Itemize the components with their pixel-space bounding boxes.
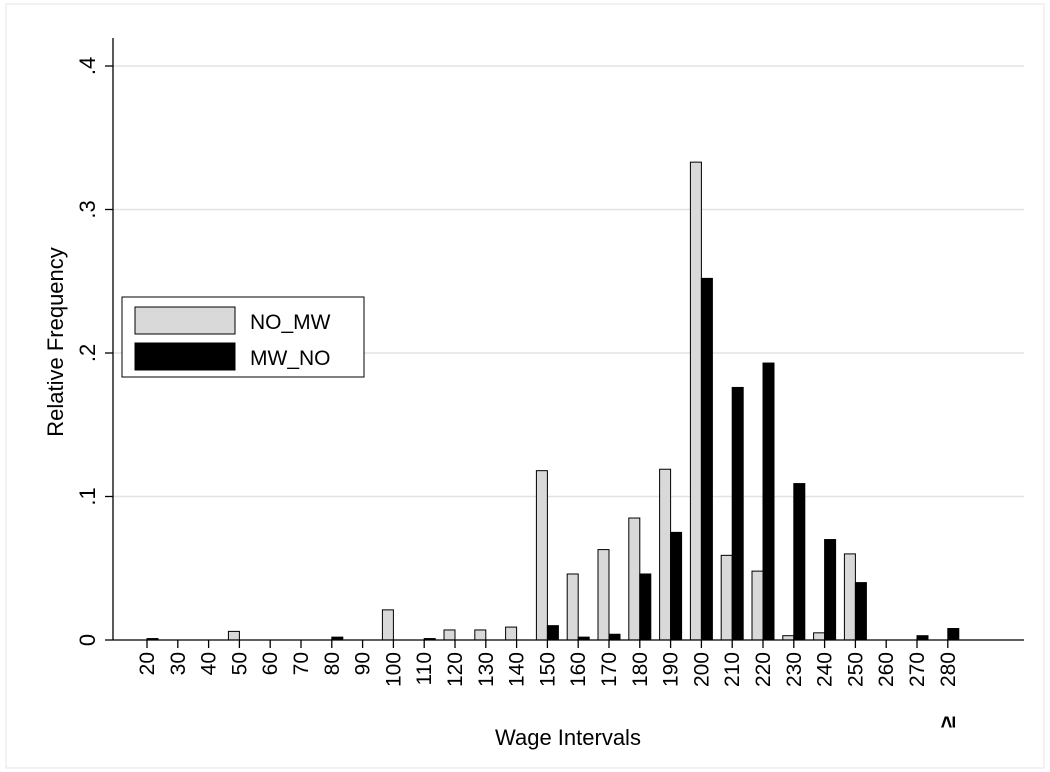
bar-no-mw: [659, 468, 672, 641]
x-tick-label: 280: [937, 652, 960, 687]
bar-no-mw: [381, 609, 394, 641]
y-tick-label: .3: [75, 200, 100, 218]
x-tick-label: 130: [475, 652, 498, 687]
bar-no-mw: [505, 626, 518, 641]
x-tick-label: 270: [906, 652, 929, 687]
bar-mw-no: [824, 539, 837, 641]
y-tick-label: .2: [75, 344, 100, 362]
legend-swatch-mw-no: [134, 342, 236, 371]
x-tick-label: 210: [721, 652, 744, 687]
x-tick-label: 100: [382, 652, 405, 687]
x-tick-label: 160: [567, 652, 590, 687]
x-tick-label: 190: [660, 652, 683, 687]
legend: NO_MW MW_NO: [121, 296, 365, 378]
bars: [146, 161, 960, 641]
bar-mw-no: [731, 386, 744, 641]
x-tick-label: 220: [752, 652, 775, 687]
y-tick-label: .1: [75, 487, 100, 505]
legend-label-no-mw: NO_MW: [250, 311, 331, 334]
x-tick-label: 250: [844, 652, 867, 687]
x-tick-label: 70: [290, 652, 313, 675]
bar-mw-no: [670, 531, 683, 641]
bar-no-mw: [689, 161, 702, 641]
y-ticks: 0 .1 .2 .3 .4: [75, 57, 113, 646]
bar-mw-no: [700, 277, 713, 641]
x-tick-label: 90: [352, 652, 375, 675]
x-axis-label: Wage Intervals: [495, 725, 641, 750]
bar-mw-no: [762, 362, 775, 641]
x-ticks: 20 30 40 50 60 70 80 90 100 110 120 130 140 150 160 170…: [136, 640, 960, 728]
axes: [112, 38, 1024, 641]
bar-no-mw: [535, 470, 548, 641]
x-tick-label: 80: [321, 652, 344, 675]
x-tick-label: 30: [167, 652, 190, 675]
bar-mw-no: [639, 573, 652, 641]
bar-mw-no: [947, 628, 960, 641]
bar-no-mw: [566, 573, 579, 641]
x-tick-label: 150: [536, 652, 559, 687]
x-tick-label: 20: [136, 652, 159, 675]
x-tick-greater-equal-marker: ≥: [935, 716, 960, 728]
x-tick-label: 230: [783, 652, 806, 687]
legend-swatch-no-mw: [134, 306, 236, 335]
x-tick-label: 40: [198, 652, 221, 675]
x-tick-label: 180: [629, 652, 652, 687]
x-tick-label: 50: [228, 652, 251, 675]
bar-mw-no: [854, 582, 867, 641]
x-tick-label: 140: [506, 652, 529, 687]
x-tick-label: 110: [413, 652, 436, 685]
bar-no-mw: [720, 554, 733, 641]
y-tick-label: 0: [75, 634, 100, 646]
x-tick-label: 260: [875, 652, 898, 687]
bar-mw-no: [793, 483, 806, 641]
bar-no-mw: [751, 570, 764, 641]
bar-no-mw: [227, 630, 240, 641]
x-tick-label: 60: [259, 652, 282, 675]
x-tick-label: 120: [444, 652, 467, 687]
bar-no-mw: [597, 549, 610, 641]
legend-label-mw-no: MW_NO: [250, 347, 331, 370]
bar-mw-no: [546, 625, 559, 641]
bar-mw-no: [608, 633, 621, 641]
x-tick-label: 170: [598, 652, 621, 687]
bar-no-mw: [813, 632, 826, 641]
chart-border: [5, 3, 1045, 769]
bar-no-mw: [443, 629, 456, 641]
bar-no-mw: [843, 553, 856, 641]
y-tick-label: .4: [75, 57, 100, 75]
x-tick-label: 240: [814, 652, 837, 687]
bar-no-mw: [628, 517, 641, 641]
y-axis-label: Relative Frequency: [43, 247, 68, 437]
x-tick-label: 200: [690, 652, 713, 687]
bar-no-mw: [474, 629, 487, 641]
